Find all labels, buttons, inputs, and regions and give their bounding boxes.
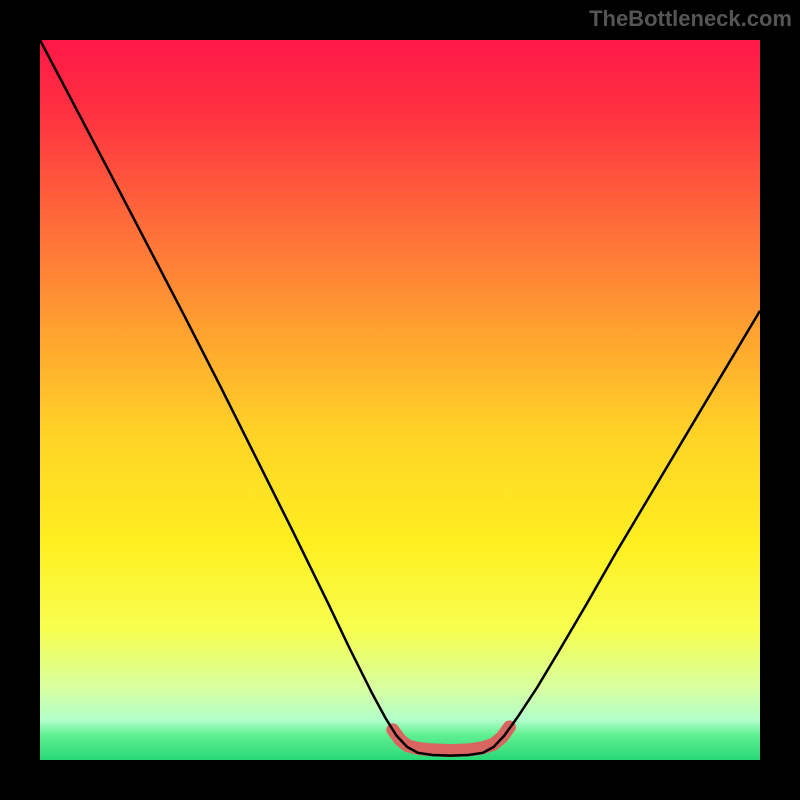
bottleneck-chart: TheBottleneck.com xyxy=(0,0,800,800)
watermark-text: TheBottleneck.com xyxy=(589,6,792,32)
chart-svg xyxy=(0,0,800,800)
plot-area-bg xyxy=(40,40,760,760)
